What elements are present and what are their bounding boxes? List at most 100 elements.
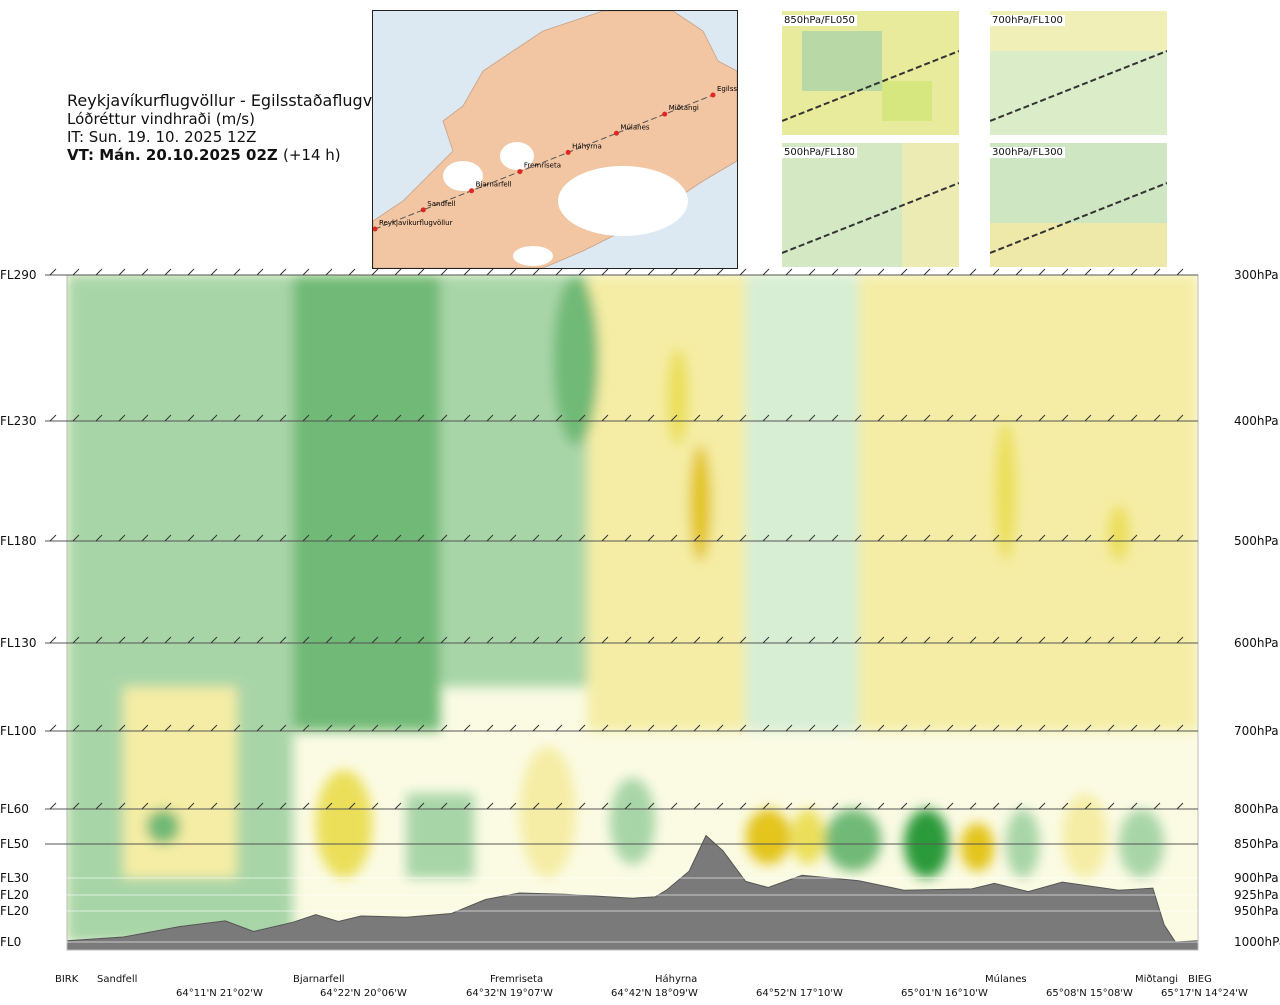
wind-barb bbox=[325, 802, 333, 810]
wind-barb bbox=[693, 724, 701, 732]
wind-barb bbox=[72, 724, 80, 732]
wind-barb bbox=[1130, 534, 1138, 542]
wind-barb bbox=[1015, 268, 1023, 276]
wind-barb bbox=[371, 268, 379, 276]
wind-barb bbox=[923, 414, 931, 422]
wind-barb bbox=[210, 724, 218, 732]
wind-barb bbox=[1084, 636, 1092, 644]
wind-barb bbox=[969, 534, 977, 542]
wind-barb bbox=[463, 414, 471, 422]
wind-barb bbox=[670, 802, 678, 810]
lead-time: (+14 h) bbox=[283, 146, 341, 164]
level-panel-850-label: 850hPa/FL050 bbox=[782, 15, 857, 26]
wind-barb bbox=[1038, 724, 1046, 732]
wind-barb bbox=[670, 724, 678, 732]
wind-barb bbox=[394, 268, 402, 276]
hpa-label-300: 300hPa bbox=[1234, 268, 1279, 282]
wind-barb bbox=[969, 636, 977, 644]
map-station-label: Fremriseta bbox=[524, 162, 561, 170]
place-label-sandfell: Sandfell bbox=[97, 974, 138, 985]
wind-barb bbox=[371, 414, 379, 422]
map-station-label: Miðtangi bbox=[669, 104, 699, 112]
vv-cell-6 bbox=[553, 275, 599, 445]
vv-cell-20 bbox=[824, 809, 882, 872]
wind-barb bbox=[210, 268, 218, 276]
wind-barb bbox=[187, 268, 195, 276]
wind-barb bbox=[164, 534, 172, 542]
wind-barb bbox=[1130, 724, 1138, 732]
wind-barb bbox=[923, 268, 931, 276]
wind-barb bbox=[141, 636, 149, 644]
route-overview-map: Reykjavíkurflugvöllur Sandfell Bjarnarfell… bbox=[372, 10, 738, 269]
wind-barb bbox=[463, 534, 471, 542]
wind-barb bbox=[325, 636, 333, 644]
wind-barb bbox=[992, 534, 1000, 542]
wind-barb bbox=[279, 636, 287, 644]
wind-barb bbox=[164, 268, 172, 276]
wind-barb bbox=[624, 268, 632, 276]
wind-barb bbox=[532, 268, 540, 276]
wind-barb bbox=[371, 636, 379, 644]
wind-barb bbox=[463, 802, 471, 810]
level-panel-500-canvas bbox=[782, 143, 959, 267]
wind-barb bbox=[1130, 268, 1138, 276]
wind-barb bbox=[1061, 636, 1069, 644]
wind-barb bbox=[1176, 268, 1184, 276]
wind-barb bbox=[578, 268, 586, 276]
wind-barb bbox=[394, 414, 402, 422]
wind-barb bbox=[555, 636, 563, 644]
wind-barb bbox=[831, 268, 839, 276]
level-panel-850-canvas bbox=[782, 11, 959, 135]
wind-barb bbox=[739, 636, 747, 644]
route-line bbox=[374, 94, 714, 230]
valid-time: VT: Mán. 20.10.2025 02Z bbox=[67, 146, 278, 164]
glacier-langjokull bbox=[443, 161, 483, 191]
wind-barb bbox=[739, 534, 747, 542]
wind-barb bbox=[1061, 268, 1069, 276]
wind-barb bbox=[693, 534, 701, 542]
wind-barb bbox=[946, 534, 954, 542]
wind-barb bbox=[624, 636, 632, 644]
wind-barb bbox=[1153, 802, 1161, 810]
wind-barb bbox=[647, 414, 655, 422]
wind-barb bbox=[95, 802, 103, 810]
map-station-label: Reykjavíkurflugvöllur bbox=[379, 219, 453, 227]
wind-barb bbox=[1130, 414, 1138, 422]
wind-barb bbox=[256, 414, 264, 422]
vv-cell-22 bbox=[960, 823, 995, 872]
wind-barb bbox=[164, 636, 172, 644]
wind-barb bbox=[394, 724, 402, 732]
wind-barb bbox=[164, 724, 172, 732]
wind-barb bbox=[302, 802, 310, 810]
wind-barb bbox=[739, 724, 747, 732]
vv-cell-8 bbox=[666, 348, 690, 445]
wind-barb bbox=[95, 724, 103, 732]
map-station-label: Háhyrna bbox=[572, 142, 602, 150]
hpa-label-700: 700hPa bbox=[1234, 724, 1279, 738]
map-station-marker bbox=[373, 226, 378, 232]
wind-barb bbox=[923, 636, 931, 644]
wind-barb bbox=[72, 268, 80, 276]
wind-barb bbox=[624, 534, 632, 542]
wind-barb bbox=[1015, 414, 1023, 422]
wind-barb bbox=[946, 268, 954, 276]
map-station-marker bbox=[469, 188, 475, 194]
vv-cell-17 bbox=[609, 777, 656, 865]
wind-barb bbox=[854, 534, 862, 542]
wind-barb bbox=[900, 534, 908, 542]
wind-barb bbox=[785, 636, 793, 644]
wind-barb bbox=[486, 268, 494, 276]
wind-barb bbox=[95, 636, 103, 644]
wind-barb bbox=[1038, 802, 1046, 810]
coord-label-7: 65°08'N 15°08'W bbox=[1046, 988, 1133, 999]
wind-barb bbox=[187, 724, 195, 732]
wind-barb bbox=[509, 268, 517, 276]
wind-barb bbox=[187, 534, 195, 542]
fl-label-fl50: FL50 bbox=[0, 837, 29, 851]
hpa-label-600: 600hPa bbox=[1234, 636, 1279, 650]
wind-barb bbox=[578, 724, 586, 732]
wind-barb bbox=[95, 268, 103, 276]
coord-label-3: 64°32'N 19°07'W bbox=[466, 988, 553, 999]
wind-barb bbox=[900, 724, 908, 732]
